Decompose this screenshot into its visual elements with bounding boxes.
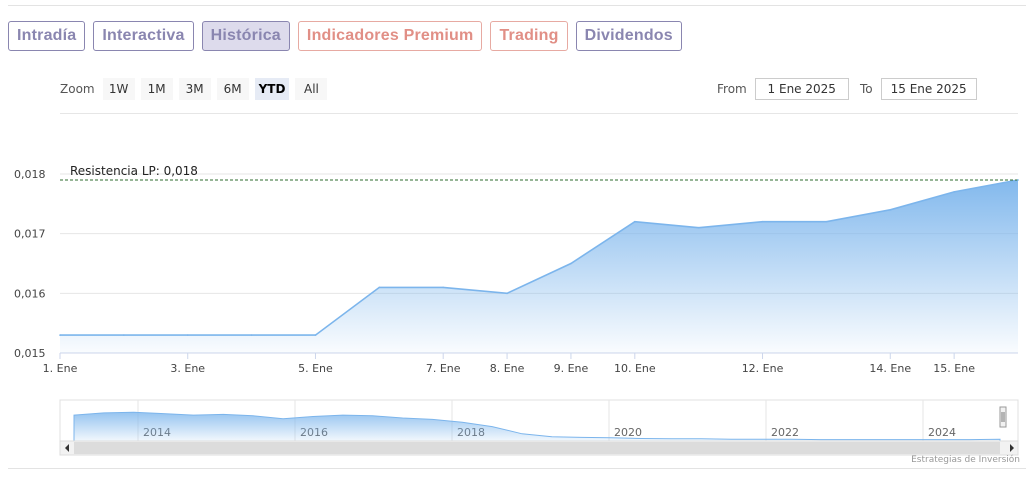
scroll-right-icon[interactable] <box>1010 444 1014 452</box>
tab-interactiva[interactable]: Interactiva <box>93 21 194 51</box>
data-point <box>378 286 381 289</box>
data-point <box>1017 179 1019 181</box>
credit-label: Estrategias de Inversión <box>911 455 1020 465</box>
scrollbar-thumb[interactable] <box>74 442 1000 454</box>
x-tick-label: 7. Ene <box>426 362 461 375</box>
tab-intradía[interactable]: Intradía <box>8 21 86 51</box>
range-from-input[interactable]: 1 Ene 2025 <box>754 78 849 100</box>
x-tick-label: 3. Ene <box>170 362 205 375</box>
data-point <box>953 191 955 193</box>
zoom-all-button[interactable]: All <box>295 78 328 100</box>
data-point <box>825 220 828 223</box>
zoom-buttons: 1W 1M 3M 6M YTD All <box>102 78 328 100</box>
zoom-3m-button[interactable]: 3M <box>178 78 211 100</box>
navigator-series <box>73 411 1001 442</box>
toolbar-divider <box>60 113 1018 114</box>
x-tick-label: 14. Ene <box>869 362 911 375</box>
price-chart: Resistencia LP: 0,018 0,015 0,016 0,017 0,0… <box>14 164 1019 375</box>
x-tick-label: 1. Ene <box>43 362 78 375</box>
navigator[interactable]: 201420162018202020222024 <box>0 395 1034 465</box>
tab-bar: Intradía Interactiva Histórica Indicadores … <box>8 21 682 51</box>
tab-trading[interactable]: Trading <box>490 21 568 51</box>
resistance-label: Resistencia LP: 0,018 <box>70 164 198 178</box>
tab-histórica[interactable]: Histórica <box>201 21 290 51</box>
range-from-label: From <box>717 82 747 96</box>
y-tick-label: 0,015 <box>14 347 46 360</box>
zoom-1m-button[interactable]: 1M <box>140 78 173 100</box>
data-point <box>697 226 700 229</box>
data-point <box>634 220 636 223</box>
bottom-divider <box>8 468 1026 469</box>
range-to: To 15 Ene 2025 <box>860 78 977 100</box>
range-to-input[interactable]: 15 Ene 2025 <box>880 78 977 100</box>
zoom-label: Zoom <box>60 82 95 96</box>
zoom-6m-button[interactable]: 6M <box>216 78 249 100</box>
x-tick-label: 10. Ene <box>614 362 656 375</box>
price-area <box>60 180 1018 353</box>
data-point <box>314 334 317 336</box>
x-tick-label: 5. Ene <box>298 362 333 375</box>
data-point <box>186 334 189 336</box>
x-tick-label: 12. Ene <box>742 362 784 375</box>
zoom-selector: Zoom 1W 1M 3M 6M YTD All <box>60 78 328 100</box>
zoom-ytd-button[interactable]: YTD <box>254 78 290 100</box>
data-point <box>250 334 253 336</box>
data-point <box>570 262 572 265</box>
navigator-year-label: 2024 <box>928 426 956 439</box>
tab-dividendos[interactable]: Dividendos <box>575 21 682 51</box>
scroll-left-icon[interactable] <box>65 444 69 452</box>
price-line <box>60 179 1019 336</box>
x-tick-label: 8. Ene <box>490 362 525 375</box>
range-to-label: To <box>860 82 873 96</box>
data-point <box>123 334 125 336</box>
y-tick-label: 0,017 <box>14 228 46 241</box>
navigator-handle[interactable] <box>999 406 1007 428</box>
y-tick-label: 0,018 <box>14 168 46 181</box>
tab-indicadores-premium[interactable]: Indicadores Premium <box>297 21 483 51</box>
top-divider <box>8 5 1026 6</box>
navigator-year-label: 2020 <box>614 426 642 439</box>
data-point <box>889 209 892 211</box>
data-point <box>761 220 764 223</box>
x-tick-label: 9. Ene <box>554 362 589 375</box>
data-point <box>506 292 508 295</box>
x-tick-label: 15. Ene <box>933 362 975 375</box>
range-from: From 1 Ene 2025 <box>717 78 849 100</box>
y-tick-label: 0,016 <box>14 287 46 300</box>
data-point <box>442 286 445 289</box>
zoom-1w-button[interactable]: 1W <box>102 78 135 100</box>
navigator-year-label: 2022 <box>771 426 799 439</box>
data-point <box>59 334 61 336</box>
